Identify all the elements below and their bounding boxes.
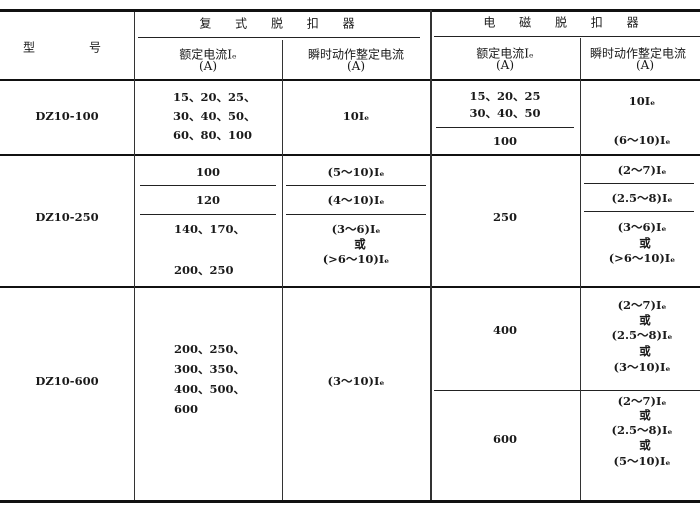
magnetic-rated-cell: 400 <box>492 323 518 337</box>
compound-rated-cell: 140、170、 <box>174 222 246 236</box>
compound-rated-cell: 15、20、25、 <box>173 90 256 104</box>
header-bottom-rule <box>0 79 700 81</box>
compound-rated-cell: 200、250、 <box>174 342 246 356</box>
row-rule <box>286 185 426 186</box>
table-bottom-rule <box>0 500 700 503</box>
magnetic-instant-cell: (5～10)Iₑ <box>613 454 671 468</box>
magnetic-instant-cell: 或 <box>639 438 651 452</box>
column-rule <box>430 10 432 500</box>
magnetic-instant-cell: (3～10)Iₑ <box>613 360 671 374</box>
compound-instant-cell: (3～6)Iₑ <box>331 222 381 236</box>
compound-rated-cell: 100 <box>195 165 221 179</box>
column-rule <box>580 38 581 500</box>
compound-rated-cell: 300、350、 <box>174 362 246 376</box>
magnetic-instant-cell: (2.5～8)Iₑ <box>611 328 673 342</box>
compound-rated-cell: 200、250 <box>174 263 234 277</box>
row-rule <box>0 154 700 156</box>
magnetic-rated-cell: 600 <box>492 432 518 446</box>
compound-instant-cell: (4～10)Iₑ <box>327 193 385 207</box>
compound-instant-cell: (3～10)Iₑ <box>327 374 385 388</box>
column-rule <box>282 40 283 500</box>
magnetic-instant-cell: (2.5～8)Iₑ <box>611 191 673 205</box>
header-unit: (A) <box>495 58 515 72</box>
magnetic-instant-cell: (6～10)Iₑ <box>613 133 671 147</box>
compound-rated-cell: 120 <box>195 193 221 207</box>
compound-rated-cell: 400、500、 <box>174 382 246 396</box>
magnetic-instant-cell: (2～7)Iₑ <box>617 394 667 408</box>
header-rated-current: 额定电流Iₑ <box>476 46 534 61</box>
model-cell: DZ10-100 <box>35 109 99 123</box>
magnetic-instant-cell: 或 <box>639 344 651 358</box>
magnetic-rated-cell: 15、20、25 <box>469 89 541 103</box>
column-rule <box>134 12 135 500</box>
row-rule <box>584 183 694 184</box>
row-rule <box>0 286 700 288</box>
compound-rated-cell: 30、40、50、 <box>173 109 256 123</box>
table-top-rule <box>0 9 700 12</box>
header-instant-setting: 瞬时动作整定电流 <box>307 47 405 62</box>
header-compound-trip: 复 式 脱 扣 器 <box>199 16 365 31</box>
header-sub-rule <box>138 37 420 38</box>
magnetic-instant-cell: (2.5～8)Iₑ <box>611 423 673 437</box>
magnetic-instant-cell: (2～7)Iₑ <box>617 298 667 312</box>
magnetic-rated-cell: 250 <box>492 210 518 224</box>
compound-rated-cell: 600 <box>174 402 199 416</box>
magnetic-instant-cell: 或 <box>639 408 651 422</box>
magnetic-instant-cell: (3～6)Iₑ <box>617 220 667 234</box>
header-magnetic-trip: 电 磁 脱 扣 器 <box>483 15 649 30</box>
header-rated-current: 额定电流Iₑ <box>179 47 237 62</box>
model-cell: DZ10-600 <box>35 374 99 388</box>
magnetic-instant-cell: 或 <box>639 236 651 250</box>
compound-instant-cell: (>6～10)Iₑ <box>322 252 390 266</box>
model-cell: DZ10-250 <box>35 210 99 224</box>
header-instant-setting: 瞬时动作整定电流 <box>590 46 687 61</box>
compound-instant-cell: 10Iₑ <box>342 109 370 123</box>
compound-instant-cell: (5～10)Iₑ <box>327 165 385 179</box>
row-rule <box>434 390 700 391</box>
row-rule <box>286 214 426 215</box>
header-sub-rule <box>434 36 700 37</box>
compound-instant-cell: 或 <box>354 237 366 251</box>
magnetic-instant-cell: (2～7)Iₑ <box>617 163 667 177</box>
magnetic-rated-cell: 30、40、50 <box>469 106 541 120</box>
header-unit: (A) <box>635 58 655 72</box>
header-unit: (A) <box>198 59 218 73</box>
header-model: 型 号 <box>22 40 112 55</box>
row-rule <box>140 185 276 186</box>
magnetic-instant-cell: 10Iₑ <box>628 94 656 108</box>
magnetic-instant-cell: 或 <box>639 313 651 327</box>
header-unit: (A) <box>346 59 366 73</box>
magnetic-instant-cell: (>6～10)Iₑ <box>608 251 676 265</box>
row-rule <box>140 214 276 215</box>
magnetic-rated-cell: 100 <box>492 134 518 148</box>
compound-rated-cell: 60、80、100 <box>173 128 253 142</box>
row-rule <box>584 211 694 212</box>
row-rule <box>436 127 574 128</box>
